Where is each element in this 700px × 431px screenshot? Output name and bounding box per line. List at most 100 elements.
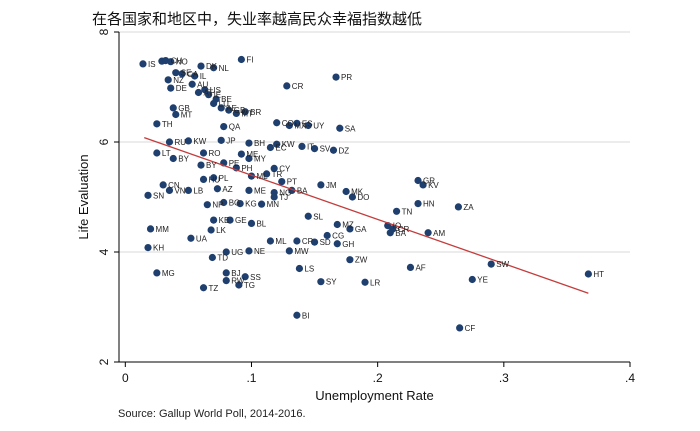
data-point [346,225,354,233]
data-point [266,143,275,152]
point-label: IT [307,142,314,151]
point-label: IQ [393,222,401,231]
data-point [164,76,172,84]
data-point [270,164,278,172]
point-label: KW [282,140,295,149]
data-point [342,187,350,196]
data-point [414,176,422,185]
data-point [263,170,271,178]
data-point [199,284,208,292]
y-tick-label: 6 [97,138,111,145]
data-point [210,99,218,108]
point-label: CA [187,70,199,79]
point-label: HN [423,200,435,209]
data-point [346,256,354,264]
point-label: GR [423,177,435,186]
point-label: BY [206,161,217,170]
point-label: MY [254,155,267,164]
data-point [278,178,286,186]
data-point [226,216,234,224]
point-label: SV [320,145,331,154]
x-tick-label: .2 [373,371,383,385]
gridlines [119,31,630,363]
x-tick-label: .1 [246,371,256,385]
point-label: KH [153,244,164,253]
data-point [584,270,592,278]
point-label: CY [279,164,291,173]
point-label: KW [193,137,206,146]
data-point [245,247,253,255]
y-tick-label: 8 [97,28,111,35]
point-label: UA [196,234,208,243]
data-point [232,109,240,117]
point-label: PR [341,73,352,82]
point-label: NP [212,201,223,210]
point-label: CP [302,237,313,246]
source-note: Source: Gallup World Poll, 2014-2016. [118,408,306,420]
point-label: JP [226,136,235,145]
point-label: BY [178,155,189,164]
point-label: DE [176,84,187,93]
data-point [237,55,245,64]
data-point [220,123,228,131]
point-label: HU [209,175,221,184]
point-label: SA [345,124,356,133]
data-point [191,72,199,80]
point-label: LK [216,226,226,235]
data-point [184,137,192,145]
point-label: LU [219,100,229,109]
point-label: CN [168,181,180,190]
data-point [236,200,244,208]
data-point [153,120,161,128]
point-label: US [210,86,221,95]
point-label: IE [214,91,222,100]
data-point [139,60,147,68]
point-label: MT [241,109,253,118]
point-label: AE [226,104,237,113]
data-point [199,149,208,157]
point-label: BH [254,139,265,148]
y-tick-label: 2 [97,358,111,365]
point-label: SE [181,69,192,78]
point-label: DO [357,193,369,202]
point-label: MT [181,111,193,120]
data-point [336,124,344,132]
point-label: GB [234,106,246,115]
data-point [197,62,205,70]
point-label: NL [219,64,230,73]
point-label: NO [176,58,188,67]
point-label: RW [231,277,245,286]
axes: 2 4 6 8 0 .1 .2 .3 .4 Unemployment Rate Life Evalu… [76,28,635,403]
data-point [153,269,161,277]
data-point [348,193,357,201]
point-label: MN [267,200,280,209]
data-point [295,264,304,273]
x-tick-label: .4 [625,371,635,385]
point-label: TJ [279,193,288,202]
point-label: MK [351,188,364,197]
data-point [293,119,301,127]
data-point [456,324,464,332]
data-point [144,244,152,252]
data-point [159,181,167,189]
data-point [172,69,180,77]
data-point [283,82,291,90]
point-label: QA [229,123,241,132]
x-tick-label: .3 [499,371,509,385]
data-point [257,200,266,208]
x-axis-title: Unemployment Rate [315,388,434,403]
point-label: CR [292,82,304,91]
point-label: TD [217,254,228,263]
y-axis-title: Life Evaluation [76,154,91,239]
point-label: ML [256,172,268,181]
data-points [139,55,592,332]
data-point [217,104,225,112]
data-point [217,136,225,144]
data-point [167,58,175,66]
data-point [298,142,306,150]
data-point [304,212,312,220]
point-label: MM [156,225,170,234]
data-point [329,146,338,154]
